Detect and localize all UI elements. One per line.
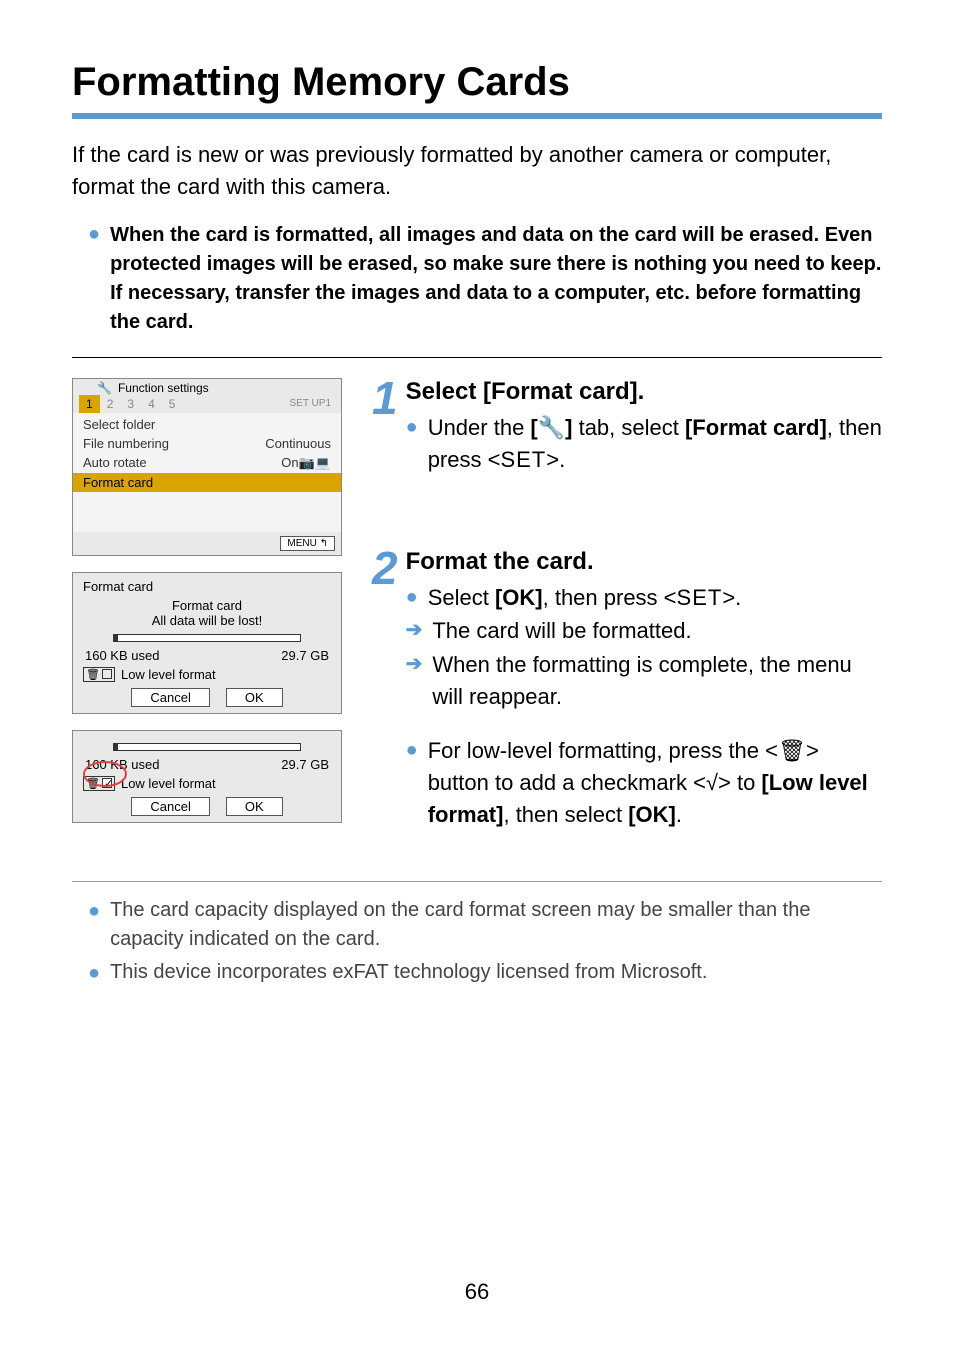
low-level-format-label: Low level format bbox=[121, 667, 216, 682]
page-title: Formatting Memory Cards bbox=[72, 60, 882, 119]
menu-row: File numberingContinuous bbox=[73, 434, 341, 453]
menu-screenshot: 🔧 Function settings 1 2 3 4 5 SET UP1 Se… bbox=[72, 378, 342, 556]
menu-tab: 4 bbox=[141, 395, 162, 413]
format-dialog-2: 160 KB used 29.7 GB 🗑 ✓ Low level format… bbox=[72, 730, 342, 823]
usage-bar bbox=[113, 743, 301, 751]
cancel-button: Cancel bbox=[131, 797, 209, 816]
dialog-subtitle2: All data will be lost! bbox=[83, 613, 331, 628]
low-level-format-label: Low level format bbox=[121, 776, 216, 791]
dialog-subtitle: Format card bbox=[83, 598, 331, 613]
notes-section: ●The card capacity displayed on the card… bbox=[72, 881, 882, 992]
usage-bar bbox=[113, 634, 301, 642]
trash-checkbox-checked-icon: 🗑 ✓ bbox=[83, 776, 115, 791]
menu-row: Auto rotateOn📷💻 bbox=[73, 453, 341, 473]
ok-button: OK bbox=[226, 797, 283, 816]
warning-text: When the card is formatted, all images a… bbox=[110, 221, 882, 337]
dialog-title: Format card bbox=[83, 579, 331, 594]
used-label: 160 KB used bbox=[85, 648, 159, 663]
menu-back-button: MENU ↰ bbox=[280, 536, 335, 551]
used-label: 160 KB used bbox=[85, 757, 159, 772]
wrench-icon: 🔧 bbox=[97, 381, 112, 395]
trash-checkbox-icon: 🗑 bbox=[83, 667, 115, 682]
menu-tabs: 1 2 3 4 5 SET UP1 bbox=[73, 395, 341, 413]
menu-tab: 5 bbox=[162, 395, 183, 413]
page-number: 66 bbox=[0, 1279, 954, 1305]
format-dialog-1: Format card Format card All data will be… bbox=[72, 572, 342, 714]
menu-row: Select folder bbox=[73, 415, 341, 434]
step: 2 Format the card.●Select [OK], then pre… bbox=[372, 548, 882, 833]
menu-tab: 2 bbox=[100, 395, 121, 413]
note-line: ●The card capacity displayed on the card… bbox=[88, 896, 882, 954]
total-label: 29.7 GB bbox=[281, 648, 329, 663]
ok-button: OK bbox=[226, 688, 283, 707]
total-label: 29.7 GB bbox=[281, 757, 329, 772]
step-number: 1 bbox=[372, 378, 398, 478]
step: 1 Select [Format card].●Under the [🔧] ta… bbox=[372, 378, 882, 478]
step-title: Select [Format card]. bbox=[406, 378, 882, 406]
warning-block: ● When the card is formatted, all images… bbox=[72, 221, 882, 358]
cancel-button: Cancel bbox=[131, 688, 209, 707]
menu-header-label: Function settings bbox=[118, 381, 209, 395]
menu-row: Format card bbox=[73, 473, 341, 492]
setup-label: SET UP1 bbox=[290, 398, 336, 409]
menu-tab: 1 bbox=[79, 395, 100, 413]
intro-paragraph: If the card is new or was previously for… bbox=[72, 139, 882, 203]
menu-tab: 3 bbox=[120, 395, 141, 413]
note-line: ●This device incorporates exFAT technolo… bbox=[88, 958, 882, 988]
bullet-icon: ● bbox=[88, 221, 100, 337]
step-title: Format the card. bbox=[406, 548, 882, 576]
step-number: 2 bbox=[372, 548, 398, 833]
